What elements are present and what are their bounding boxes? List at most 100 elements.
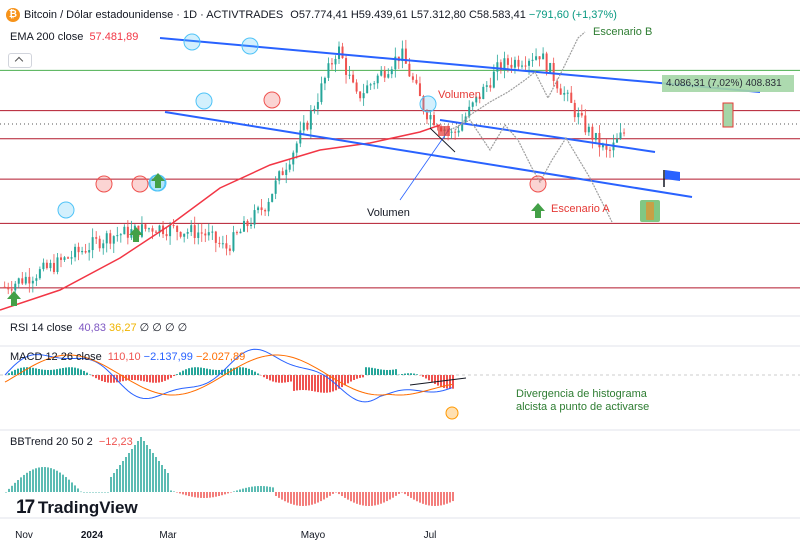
bbtrend-bar <box>164 469 166 492</box>
up-arrow-icon <box>7 291 21 306</box>
candle-body <box>359 91 362 99</box>
candle-body <box>380 70 383 76</box>
candle-body <box>45 262 48 269</box>
candle-body <box>200 232 203 234</box>
macd-histogram-bar <box>197 367 199 375</box>
macd-histogram-bar <box>182 370 184 375</box>
macd-histogram-bar <box>407 373 409 375</box>
candle-body <box>422 96 425 112</box>
candle-body <box>218 242 221 244</box>
macd-histogram-bar <box>20 367 22 375</box>
bbtrend-bar <box>95 492 97 493</box>
bbtrend-bar <box>275 492 277 497</box>
macd-histogram-bar <box>305 375 307 391</box>
macd-histogram-bar <box>146 375 148 382</box>
macd-histogram-bar <box>140 375 142 381</box>
bbtrend-bar <box>92 492 94 493</box>
bbtrend-bar <box>314 492 316 504</box>
flag-icon <box>665 170 680 181</box>
macd-histogram-bar <box>431 375 433 383</box>
macd-histogram-bar <box>257 373 259 375</box>
macd-histogram-bar <box>263 375 265 378</box>
macd-histogram-bar <box>416 374 418 375</box>
bbtrend-bar <box>5 492 7 493</box>
macd-histogram-bar <box>44 369 46 375</box>
candle-body <box>387 74 390 78</box>
bbtrend-bar <box>182 492 184 495</box>
bbtrend-value: −12,23 <box>98 436 133 448</box>
divergence-circle-marker <box>445 406 459 420</box>
candle-body <box>366 85 369 94</box>
channel-upper-line <box>159 37 761 93</box>
volume-highlight-box <box>438 126 450 136</box>
bbtrend-bar <box>227 492 229 494</box>
candle-body <box>204 233 207 236</box>
bbtrend-bar <box>188 492 190 497</box>
macd-histogram-bar <box>122 375 124 382</box>
candle-body <box>257 207 260 211</box>
symbol-title-row: Bitcoin / Dólar estadounidense · 1D · AC… <box>24 9 617 21</box>
bbtrend-bar <box>77 488 79 492</box>
macd-histogram-bar <box>242 367 244 375</box>
candle-body <box>232 232 235 251</box>
macd-histogram-bar <box>170 375 172 378</box>
bbtrend-bar <box>14 482 16 492</box>
bbtrend-bar <box>221 492 223 496</box>
macd-label: MACD 12 26 close <box>10 351 102 363</box>
macd-histogram-bar <box>47 369 49 375</box>
bbtrend-bar <box>437 492 439 506</box>
bbtrend-bar <box>128 453 130 492</box>
candle-body <box>429 115 432 120</box>
collapse-legend-button[interactable] <box>8 53 32 68</box>
money-band-icon <box>646 202 654 220</box>
up-arrow-icon <box>531 203 545 218</box>
bbtrend-bar <box>329 492 331 496</box>
candle-body <box>98 238 101 249</box>
bbtrend-bar <box>257 486 259 492</box>
candle-body <box>109 233 112 244</box>
candle-body <box>77 246 80 253</box>
bbtrend-bar <box>140 437 142 492</box>
bbtrend-bar <box>251 486 253 492</box>
candle-body <box>267 201 270 212</box>
candle-body <box>14 283 17 291</box>
macd-legend[interactable]: MACD 12 26 close 110,10 −2.137,99 −2.027… <box>10 351 245 363</box>
bbtrend-bar <box>170 490 172 492</box>
macd-histogram-bar <box>308 375 310 391</box>
candle-body <box>21 278 24 284</box>
symbol-title[interactable]: Bitcoin / Dólar estadounidense · 1D · AC… <box>24 9 284 21</box>
candle-body <box>242 220 245 232</box>
candle-body <box>542 53 545 60</box>
candle-body <box>302 122 305 131</box>
scenario-b-path <box>454 31 586 131</box>
macd-histogram-bar <box>353 375 355 380</box>
bbtrend-bar <box>293 492 295 505</box>
bbtrend-bar <box>212 492 214 498</box>
candle-body <box>601 144 604 148</box>
rsi-legend[interactable]: RSI 14 close 40,83 36,27 ∅ ∅ ∅ ∅ <box>10 321 187 334</box>
ema-legend[interactable]: EMA 200 close 57.481,89 <box>10 31 138 43</box>
macd-histogram-bar <box>386 369 388 375</box>
candle-body <box>81 250 84 253</box>
candle-body <box>369 84 372 86</box>
candle-body <box>619 132 622 139</box>
macd-histogram-bar <box>65 367 67 375</box>
candle-body <box>155 231 158 233</box>
bbtrend-bar <box>404 492 406 495</box>
macd-histogram-bar <box>194 367 196 375</box>
bbtrend-bar <box>377 492 379 505</box>
bbtrend-legend[interactable]: BBTrend 20 50 2 −12,23 <box>10 436 133 448</box>
bbtrend-bar <box>449 492 451 503</box>
candle-body <box>598 132 601 148</box>
bbtrend-bar <box>65 477 67 492</box>
escenario-b-label: Escenario B <box>593 26 653 38</box>
bbtrend-bar <box>179 492 181 494</box>
divergence-note: Divergencia de histograma alcista a punt… <box>516 388 649 414</box>
macd-histogram-bar <box>137 375 139 381</box>
macd-histogram-bar <box>395 369 397 375</box>
macd-histogram-bar <box>401 374 403 375</box>
macd-histogram-bar <box>443 375 445 388</box>
measure-label[interactable]: 4.086,31 (7,02%) 408.831 <box>662 75 794 92</box>
bbtrend-bar <box>266 486 268 492</box>
bbtrend-bar <box>137 441 139 492</box>
